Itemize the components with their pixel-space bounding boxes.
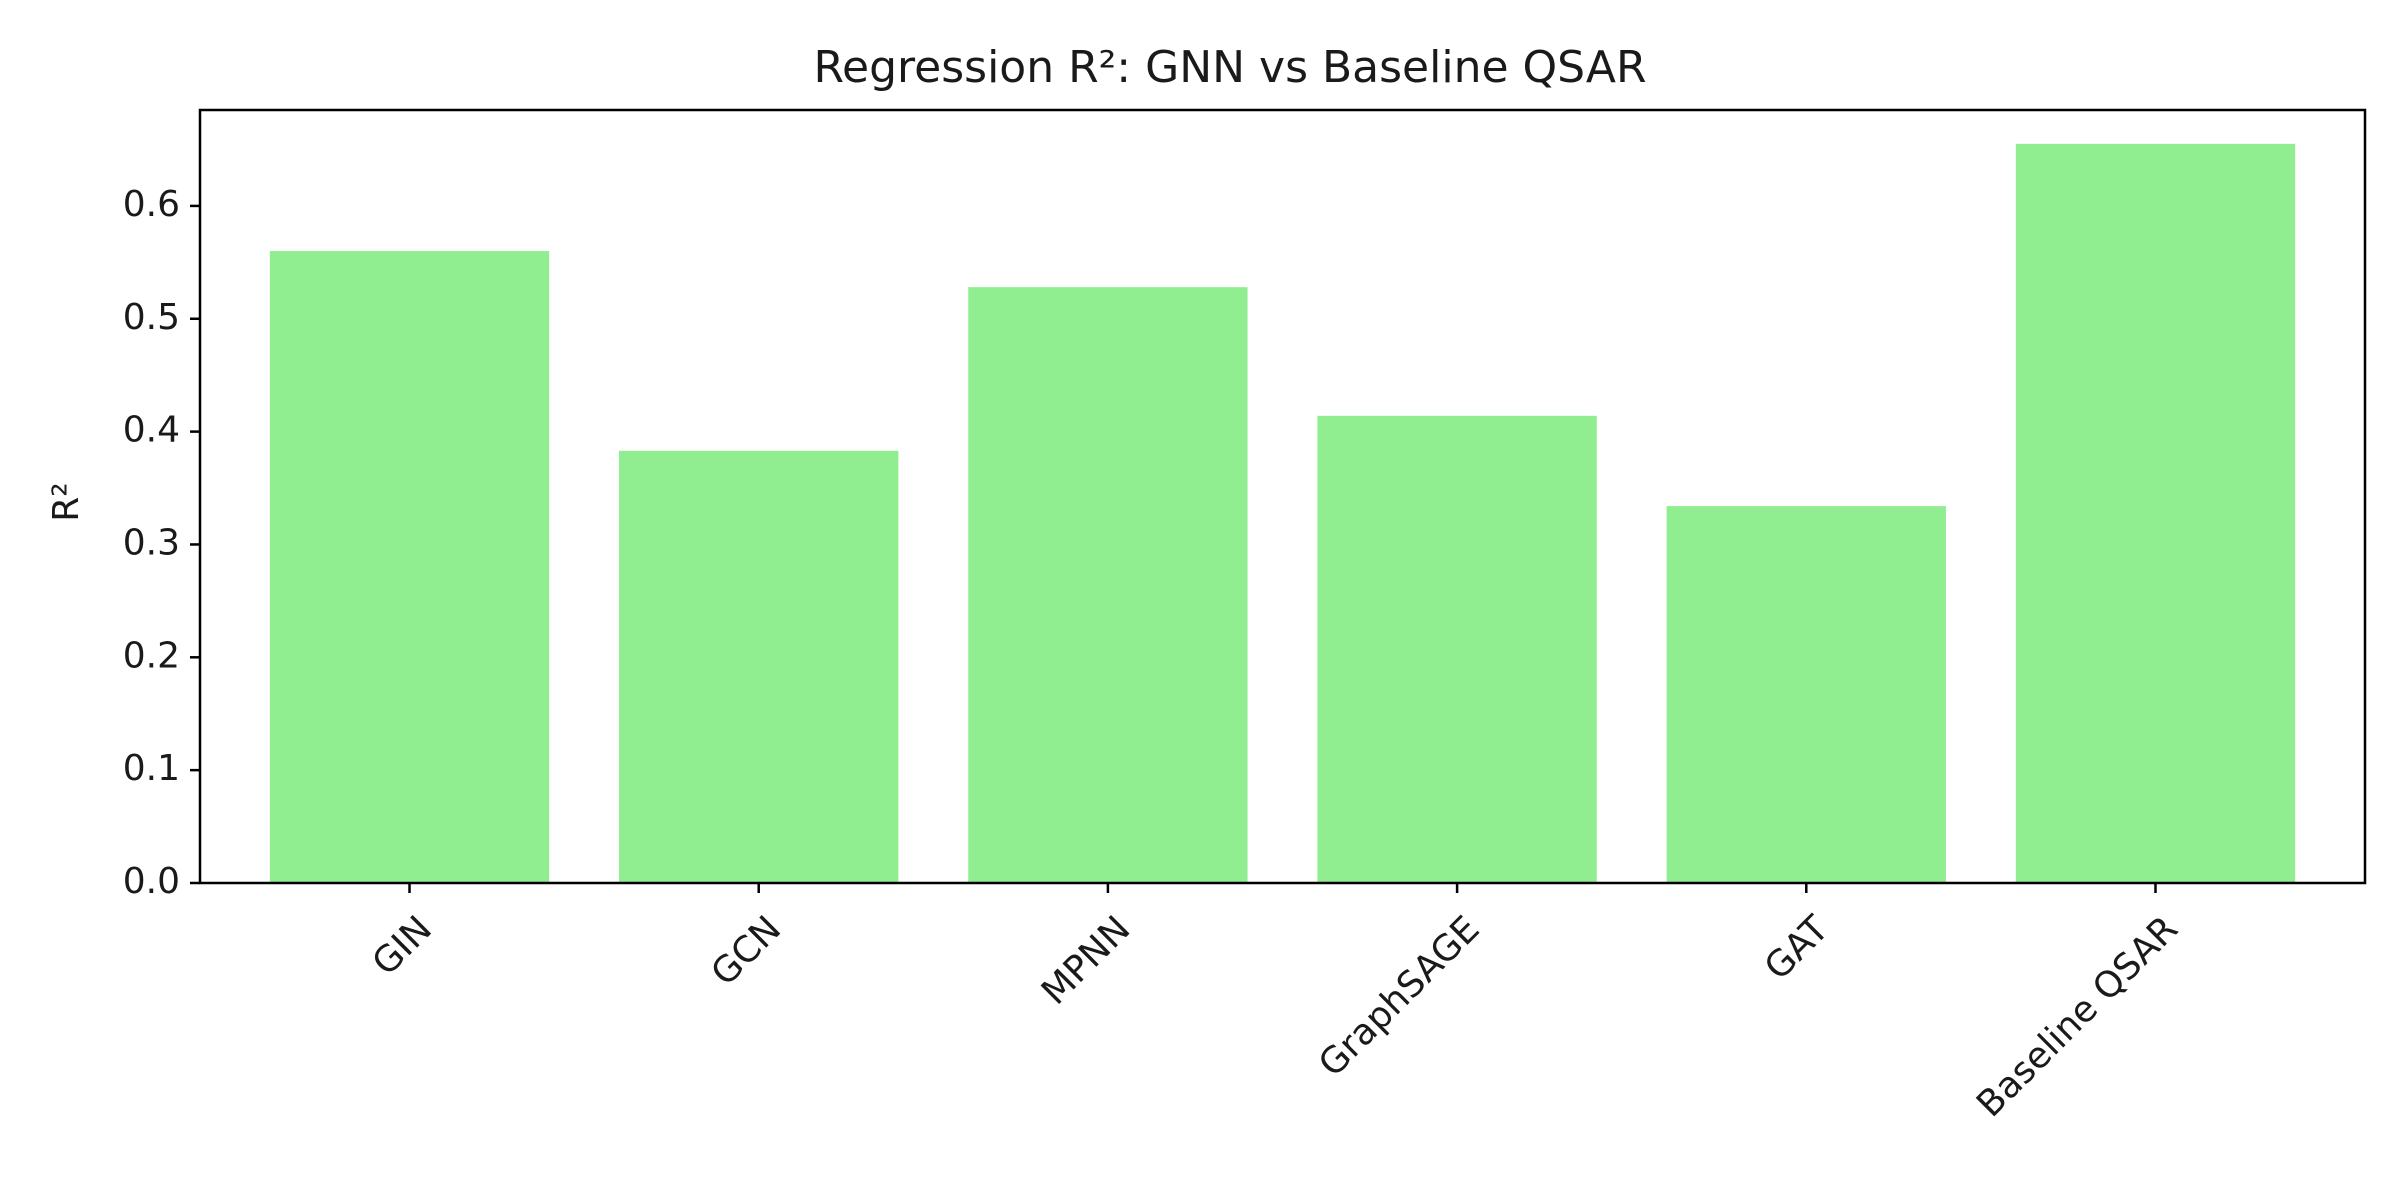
y-tick-label: 0.6 xyxy=(123,184,180,225)
x-tick-label: MPNN xyxy=(1034,908,1138,1012)
bars-group xyxy=(269,143,2296,884)
bar-gin xyxy=(269,251,550,883)
plot-frame xyxy=(198,108,2367,885)
x-tick-label: GIN xyxy=(365,908,440,983)
x-axis-ticks: GIN GCN MPNN GraphSAGE GAT Baseline QSAR xyxy=(365,883,2186,1125)
y-tick-label: 0.5 xyxy=(123,297,180,338)
x-tick-label: GCN xyxy=(704,908,790,994)
x-tick-label: Baseline QSAR xyxy=(1969,908,2186,1125)
x-tick-label: GraphSAGE xyxy=(1311,908,1487,1084)
y-tick-label: 0.0 xyxy=(123,861,180,902)
y-axis-label: R² xyxy=(46,482,87,521)
y-tick-label: 0.2 xyxy=(123,635,180,676)
y-tick-label: 0.3 xyxy=(123,522,180,563)
bar-gcn xyxy=(619,450,899,883)
y-tick-label: 0.1 xyxy=(123,748,180,789)
bar-graphsage xyxy=(1317,415,1597,883)
y-tick-label: 0.4 xyxy=(123,410,180,451)
y-axis-ticks: 0.0 0.1 0.2 0.3 0.4 0.5 0.6 xyxy=(123,184,200,902)
bar-mpnn xyxy=(968,287,1248,884)
bar-baseline-qsar xyxy=(2015,143,2296,884)
bar-gat xyxy=(1666,506,1946,883)
chart-title: Regression R²: GNN vs Baseline QSAR xyxy=(813,42,1646,93)
x-tick-label: GAT xyxy=(1757,908,1837,988)
